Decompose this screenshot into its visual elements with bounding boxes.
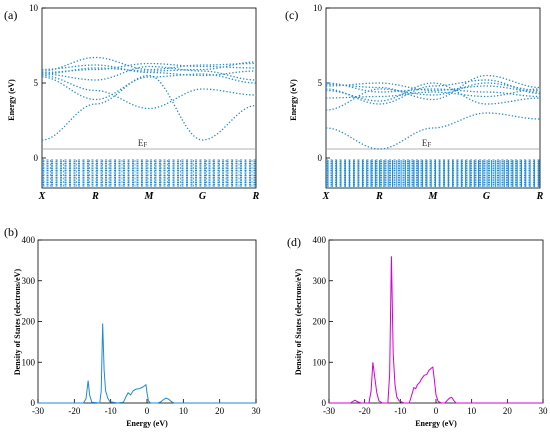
panel-c-conduction-band: [325, 112, 540, 150]
panel-a-ylabel: Energy (eV): [7, 79, 16, 121]
panel-d-xlabel: Energy (eV): [415, 419, 457, 428]
panel-d-xtick-label: 30: [539, 406, 549, 416]
panel-d-ylabel: Density of States (electrons/eV): [294, 269, 303, 376]
panel-c-kpoint-label: M: [428, 191, 439, 202]
panel-b-xtick-label: 10: [179, 406, 189, 416]
panel-d-xtick-label: -20: [359, 406, 371, 416]
panel-a-conduction-band: [42, 64, 256, 77]
panel-b-ytick-label: 400: [22, 235, 36, 245]
panel-c-kpoint-label: X: [322, 191, 330, 202]
panel-c-conduction-band: [326, 74, 541, 101]
panel-b-xlabel: Energy (eV): [126, 419, 168, 428]
panel-a-frame: [41, 7, 257, 189]
panel-c-ytick-label: 0: [318, 153, 323, 163]
panel-a-label: (a): [4, 8, 17, 22]
panel-d-ytick-label: 200: [313, 317, 327, 327]
panel-a-kpoint-label: M: [144, 191, 155, 202]
panel-c-conduction-band: [325, 82, 541, 111]
panel-d-frame: [328, 239, 544, 404]
panel-c-kpoint-label: R: [536, 191, 544, 202]
panel-b-xtick-label: 20: [215, 406, 225, 416]
panel-a-kpoint-label: R: [252, 191, 260, 202]
panel-c: (c) Energy (eV) 0 5 10 X R M G R EF: [285, 3, 544, 202]
panel-a-conduction-band: [42, 65, 257, 81]
panel-d-ytick-label: 400: [313, 235, 327, 245]
panel-a-ytick-label: 10: [29, 3, 39, 13]
panel-c-kpoint-label: R: [375, 191, 383, 202]
panel-a-conduction-band: [41, 74, 256, 110]
panel-b-dos-curve: [38, 323, 256, 404]
panel-d-ytick-label: 100: [313, 357, 327, 367]
panel-b-xtick-label: 30: [252, 406, 262, 416]
panel-a-fermi-label: EF: [138, 138, 148, 149]
panel-d-xtick-label: -10: [394, 406, 406, 416]
panel-d-dos-curve: [329, 256, 543, 404]
panel-a-ytick-label: 5: [34, 78, 39, 88]
panel-c-conduction-band: [326, 88, 541, 99]
panel-b-label: (b): [4, 225, 18, 239]
panel-a-conduction-band: [42, 62, 256, 74]
panel-b-xtick-label: 0: [145, 406, 150, 416]
panel-b-xtick-label: -30: [32, 406, 44, 416]
panel-a-conduction-band: [41, 74, 257, 141]
panel-d: (d) Density of States (electrons/eV) 0 10…: [287, 235, 548, 428]
panel-c-label: (c): [285, 8, 298, 22]
panel-b: (b) Density of States (electrons/eV) 0 10…: [4, 225, 261, 428]
panel-c-ytick-label: 5: [318, 78, 323, 88]
panel-d-xtick-label: -30: [323, 406, 335, 416]
panel-b-ytick-label: 100: [22, 357, 36, 367]
panel-a-conduction-band: [41, 56, 256, 72]
panel-c-conduction-band: [326, 82, 540, 93]
panel-a-ytick-label: 0: [34, 153, 39, 163]
panel-c-conduction-band: [325, 82, 540, 98]
panel-a-kpoint-label: R: [91, 191, 99, 202]
panel-b-ytick-label: 200: [22, 317, 36, 327]
panel-c-fermi-label: EF: [422, 138, 432, 149]
panel-b-xtick-label: -20: [68, 406, 80, 416]
panel-c-conduction-band: [325, 79, 541, 105]
panel-b-frame: [37, 239, 257, 404]
panel-d-ytick-label: 300: [313, 276, 327, 286]
panel-b-ytick-label: 0: [31, 398, 36, 408]
panel-d-label: (d): [287, 235, 301, 249]
panel-d-ytick-label: 0: [322, 398, 327, 408]
panel-a-conduction-band: [42, 61, 257, 75]
panel-d-xtick-label: 10: [467, 406, 477, 416]
panel-c-conduction-band: [325, 82, 540, 105]
panel-d-xtick-label: 20: [503, 406, 513, 416]
panel-c-kpoint-label: G: [483, 191, 491, 202]
panel-b-xtick-label: -10: [105, 406, 117, 416]
panel-a-kpoint-label: G: [199, 191, 207, 202]
panel-d-xtick-label: 0: [434, 406, 439, 416]
panel-a-kpoint-label: X: [38, 191, 46, 202]
panel-b-ylabel: Density of States (electrons/eV): [13, 269, 22, 376]
panel-c-ylabel: Energy (eV): [289, 79, 298, 121]
panel-a: (a) Energy (eV) 0 5 10 X R M G R EF: [4, 3, 260, 202]
panel-b-ytick-label: 300: [22, 276, 36, 286]
panel-a-conduction-band: [41, 73, 257, 101]
panel-c-ytick-label: 10: [313, 3, 323, 13]
